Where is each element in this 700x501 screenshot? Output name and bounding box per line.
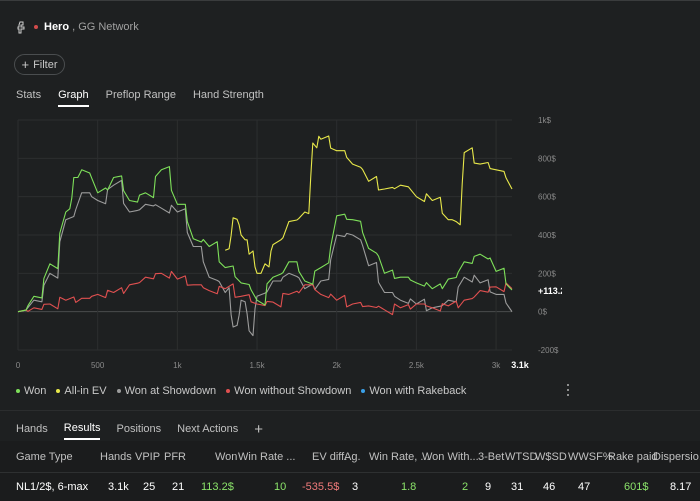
cell-3bet: 9 (485, 481, 492, 493)
y-tick-label: 1k$ (538, 116, 551, 125)
plot-background (14, 110, 562, 380)
end-value-label: +113.2$ (538, 286, 562, 296)
y-tick-label: 400$ (538, 231, 556, 240)
view-tabs: Stats Graph Preflop Range Hand Strength (16, 89, 281, 107)
col-dispersion[interactable]: Dispersio... (653, 451, 700, 463)
legend-dot (16, 389, 20, 393)
tab-hands[interactable]: Hands (16, 423, 48, 435)
tab-graph[interactable]: Graph (58, 89, 89, 107)
series-line-all-in-ev (224, 135, 513, 274)
tab-stats[interactable]: Stats (16, 89, 42, 101)
player-name[interactable]: Hero (44, 21, 70, 33)
legend-dot (116, 389, 121, 393)
cell-win-rate: 10 (274, 481, 287, 493)
x-tick-label: 500 (91, 361, 105, 370)
cell-pfr: 21 (172, 481, 185, 493)
legend-won-at-showdown[interactable]: Won at Showdown (116, 385, 216, 397)
col-3bet[interactable]: 3-Bet (478, 451, 505, 463)
player-icon (14, 20, 28, 34)
cell-dispersion: 8.17 (670, 481, 692, 493)
series-line-won-without-showdown (17, 270, 513, 316)
legend-all-in-ev[interactable]: All-in EV (56, 385, 107, 397)
col-win-rate-2[interactable]: Win Rate, ... (369, 451, 430, 463)
cell-rake-paid: 601$ (624, 481, 649, 493)
cell-wsd: 46 (543, 481, 556, 493)
graph-legend: Won All-in EV Won at Showdown Won withou… (16, 385, 466, 397)
col-vpip[interactable]: VPIP (135, 451, 161, 463)
col-wsd[interactable]: W$SD (535, 451, 567, 463)
legend-won-with-rakeback[interactable]: Won with Rakeback (361, 385, 466, 397)
tab-results[interactable]: Results (63, 422, 101, 440)
legend-dot (361, 389, 366, 393)
player-header: Hero, GG Network (14, 19, 139, 35)
status-dot (34, 25, 38, 29)
cell-wwsf: 47 (578, 481, 591, 493)
col-wtsd[interactable]: WTSD (505, 451, 538, 463)
y-tick-label: 600$ (538, 193, 556, 202)
cell-vpip: 25 (143, 481, 156, 493)
cell-hands: 3.1k (108, 481, 129, 493)
legend-dot (226, 389, 231, 393)
col-win-rate[interactable]: Win Rate ... (238, 451, 296, 463)
results-table: Game Type Hands VPIP PFR Won Win Rate ..… (0, 441, 700, 501)
cell-game-type: NL1/2$, 6-max (16, 481, 89, 493)
plus-icon: + (21, 57, 30, 72)
cell-win-rate-2: 1.8 (401, 481, 417, 493)
top-border (0, 0, 700, 1)
x-tick-label: 2.5k (409, 361, 425, 370)
series-line-won (17, 166, 513, 313)
col-won[interactable]: Won (215, 451, 238, 463)
cell-wtsd: 31 (511, 481, 524, 493)
y-tick-label: 0$ (538, 308, 547, 317)
col-hands[interactable]: Hands (100, 451, 132, 463)
y-tick-label: 800$ (538, 154, 556, 163)
col-ev-diff[interactable]: EV diff. (312, 451, 348, 463)
legend-won-without-showdown[interactable]: Won without Showdown (226, 385, 351, 397)
cell-ag: 3 (352, 481, 359, 493)
cell-ev-diff: -535.5$ (302, 481, 340, 493)
y-tick-label: -200$ (538, 346, 559, 355)
legend-won[interactable]: Won (16, 385, 46, 397)
filter-button[interactable]: + Filter (14, 54, 65, 75)
col-game-type[interactable]: Game Type (16, 451, 73, 463)
end-hands-label: 3.1k (511, 360, 530, 370)
graph-svg: 1k$ 800$ 600$ 400$ 200$ 0$ -200$ 0 500 1k 1.5k 2k 2.… (14, 110, 562, 380)
x-tick-label: 2k (332, 361, 341, 370)
network-name: , GG Network (72, 21, 139, 33)
results-tabs: Hands Results Positions Next Actions + (16, 422, 263, 440)
x-tick-label: 1k (173, 361, 182, 370)
tab-hand-strength[interactable]: Hand Strength (192, 89, 264, 101)
col-ag[interactable]: Ag. (344, 451, 361, 463)
more-options-icon[interactable] (565, 383, 571, 397)
tab-preflop-range[interactable]: Preflop Range (105, 89, 176, 101)
table-header: Game Type Hands VPIP PFR Won Win Rate ..… (0, 451, 700, 469)
filter-label: Filter (33, 58, 58, 71)
tab-next-actions[interactable]: Next Actions (177, 423, 239, 435)
col-pfr[interactable]: PFR (164, 451, 186, 463)
table-row[interactable]: NL1/2$, 6-max 3.1k 25 21 113.2$ 10 -535.… (0, 481, 700, 499)
y-tick-label: 200$ (538, 269, 556, 278)
add-tab-button[interactable]: + (254, 420, 264, 438)
profit-graph[interactable]: 1k$ 800$ 600$ 400$ 200$ 0$ -200$ 0 500 1k 1.5k 2k 2.… (14, 110, 562, 380)
col-won-with[interactable]: Won With... (422, 451, 479, 463)
header-divider (0, 472, 700, 473)
x-tick-label: 0 (16, 361, 21, 370)
section-divider (0, 410, 700, 411)
tab-positions[interactable]: Positions (116, 423, 162, 435)
col-rake-paid[interactable]: Rake paid (608, 451, 658, 463)
x-tick-label: 1.5k (249, 361, 265, 370)
x-tick-label: 3k (492, 361, 501, 370)
cell-won-with: 2 (462, 481, 469, 493)
col-wwsf[interactable]: WWSF% (568, 451, 613, 463)
cell-won: 113.2$ (201, 481, 234, 493)
legend-dot (56, 389, 61, 393)
